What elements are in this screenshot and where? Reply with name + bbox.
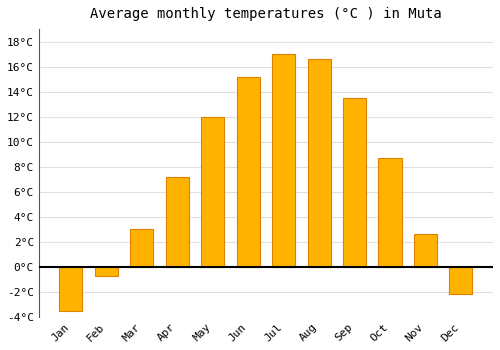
Bar bbox=[130, 229, 154, 267]
Bar bbox=[450, 267, 472, 294]
Bar bbox=[378, 158, 402, 267]
Bar bbox=[60, 267, 82, 310]
Bar bbox=[166, 177, 189, 267]
Bar bbox=[201, 117, 224, 267]
Bar bbox=[343, 98, 366, 267]
Title: Average monthly temperatures (°C ) in Muta: Average monthly temperatures (°C ) in Mu… bbox=[90, 7, 442, 21]
Bar bbox=[414, 234, 437, 267]
Bar bbox=[272, 54, 295, 267]
Bar bbox=[308, 59, 330, 267]
Bar bbox=[95, 267, 118, 275]
Bar bbox=[236, 77, 260, 267]
